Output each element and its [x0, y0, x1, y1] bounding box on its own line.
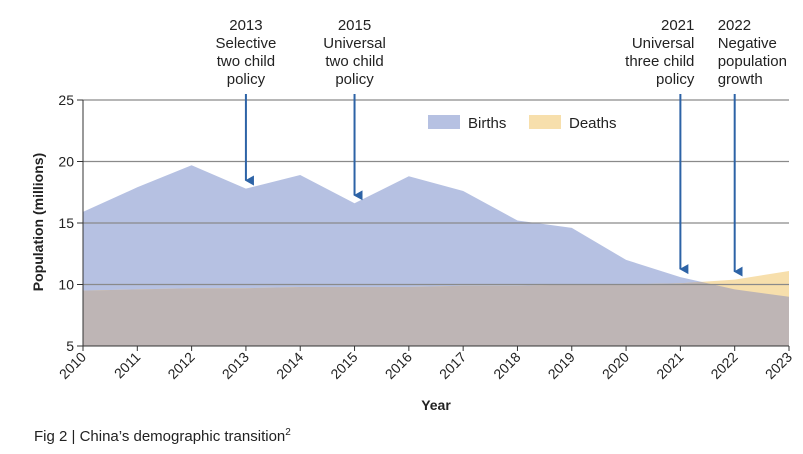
annotation-2013-line: Selective	[215, 35, 276, 52]
y-tick-label: 5	[66, 338, 74, 354]
x-tick-label: 2013	[219, 349, 252, 382]
caption-text: Fig 2 | China’s demographic transition	[34, 428, 286, 445]
annotation-2022-line: growth	[718, 71, 763, 88]
x-tick-label: 2016	[382, 349, 415, 382]
annotation-2015-line: policy	[335, 71, 374, 88]
legend-label-deaths: Deaths	[569, 115, 617, 132]
area-series	[83, 165, 789, 346]
y-tick-label: 25	[58, 92, 74, 108]
x-tick-label: 2017	[436, 349, 469, 382]
annotation-2021-line: policy	[656, 71, 695, 88]
x-tick-label: 2023	[762, 349, 795, 382]
figure-caption: Fig 2 | China’s demographic transition2	[34, 427, 291, 445]
annotation-2022-line: 2022	[718, 17, 751, 34]
x-axis-label: Year	[421, 397, 451, 413]
x-tick-label: 2015	[327, 349, 360, 382]
overlap-area	[83, 271, 789, 346]
x-tick-label: 2012	[164, 349, 197, 382]
x-tick-label: 2020	[599, 349, 632, 382]
y-tick-label: 10	[58, 277, 74, 293]
annotation-2021-line: 2021	[661, 17, 694, 34]
legend: Births Deaths	[428, 115, 617, 132]
x-tick-label: 2019	[545, 349, 578, 382]
annotation-2022-line: population	[718, 53, 787, 70]
annotation-2022-line: Negative	[718, 35, 777, 52]
x-tick-label: 2021	[653, 349, 686, 382]
annotation-2013-line: two child	[217, 53, 275, 70]
x-tick-label: 2022	[707, 349, 740, 382]
legend-label-births: Births	[468, 115, 506, 132]
y-tick-label: 15	[58, 215, 74, 231]
annotation-2021-line: three child	[625, 53, 694, 70]
caption-footnote: 2	[285, 427, 291, 438]
x-tick-label: 2010	[56, 349, 89, 382]
annotation-2015-line: Universal	[323, 35, 386, 52]
annotation-2013-line: policy	[227, 71, 266, 88]
annotation-2015-line: 2015	[338, 17, 371, 34]
y-axis-label: Population (millions)	[30, 153, 46, 291]
x-tick-label: 2011	[111, 349, 144, 382]
y-tick-label: 20	[58, 154, 74, 170]
annotation-2021-line: Universal	[632, 35, 695, 52]
annotation-2015-line: two child	[325, 53, 383, 70]
x-tick-label: 2018	[490, 349, 523, 382]
legend-swatch-births	[428, 115, 460, 129]
x-tick-label: 2014	[273, 349, 306, 382]
legend-swatch-deaths	[529, 115, 561, 129]
annotation-2013-line: 2013	[229, 17, 262, 34]
